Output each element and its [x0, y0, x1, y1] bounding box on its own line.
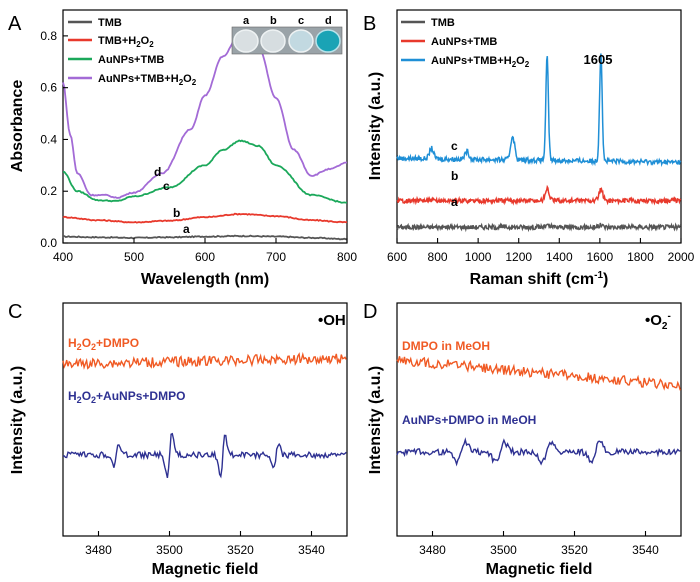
legend-b-label-aunps-tmb-h2o2: AuNPs+TMB+H2O2	[431, 55, 530, 69]
panel-b: 600 800 1000 1200 1400 1600 1800 2000 TMB AuNPs…	[367, 9, 695, 288]
panel-a: 400 500 600 700 800 0.0 0.2 0.4 0.6 0.8 TMB TMB+H…	[9, 9, 357, 288]
x-tick-label-d: 3500	[490, 543, 517, 557]
series-line-aunps-tmb-h2o2	[62, 30, 348, 199]
inset-well-b	[260, 29, 286, 53]
panel-d-ylabel: Intensity (a.u.)	[367, 366, 384, 474]
legend-label-aunps-tmb: AuNPs+TMB	[98, 54, 164, 66]
panel-letter-b: B	[363, 13, 376, 35]
x-tick-label-b: 1200	[505, 250, 532, 264]
inset-well-d	[315, 29, 341, 53]
y-tick-label-a: 0.0	[40, 236, 57, 250]
peak-annotation-1605: 1605	[584, 52, 613, 67]
panel-letter-c: C	[8, 301, 22, 323]
y-tick-label-a: 0.8	[40, 29, 57, 43]
x-tick-label-b: 2000	[668, 250, 695, 264]
panel-d-title: •O2-	[645, 311, 671, 332]
panel-c-ylabel: Intensity (a.u.)	[9, 366, 26, 474]
x-tick-label-a: 600	[195, 250, 215, 264]
x-tick-label-c: 3480	[85, 543, 112, 557]
x-tick-label-a: 800	[337, 250, 357, 264]
inset-photo: a b c d	[231, 15, 343, 55]
inset-label-c: c	[298, 15, 304, 27]
curve-b-label-c: c	[451, 139, 458, 153]
panel-c-title: •OH	[318, 312, 346, 329]
panel-a-xlabel: Wavelength (nm)	[141, 271, 269, 288]
raman-line-aunps-tmb-h2o2	[396, 53, 682, 168]
panel-d: 3480 3500 3520 3540 •O2- DMPO in MeOH AuNPs…	[367, 302, 682, 578]
panel-letter-d: D	[363, 301, 377, 323]
series-line-aunps-tmb	[62, 139, 348, 204]
legend-b-label-tmb: TMB	[431, 17, 455, 29]
panel-c-label-h2o2-aunps-dmpo: H2O2+AuNPs+DMPO	[68, 389, 185, 405]
x-tick-label-b: 600	[387, 250, 407, 264]
series-line-tmb	[63, 234, 348, 241]
raman-line-tmb	[396, 221, 682, 233]
legend-label-aunps-tmb-h2o2: AuNPs+TMB+H2O2	[98, 73, 197, 87]
x-tick-label-d: 3520	[561, 543, 588, 557]
inset-well-a	[233, 29, 259, 53]
panel-b-frame	[396, 9, 682, 244]
panel-d-label-aunps-dmpo-meoh: AuNPs+DMPO in MeOH	[402, 413, 536, 427]
panel-c-label-h2o2-dmpo: H2O2+DMPO	[68, 336, 139, 352]
curve-label-a: a	[183, 222, 190, 236]
inset-label-a: a	[243, 15, 250, 27]
raman-line-aunps-tmb	[396, 184, 682, 206]
series-line-tmb-h2o2	[62, 212, 348, 224]
panel-c: 3480 3500 3520 3540 •OH H2O2+DMPO H2O2+AuNP…	[9, 302, 348, 578]
x-tick-label-d: 3480	[419, 543, 446, 557]
panel-a-ylabel: Absorbance	[9, 80, 26, 173]
x-tick-label-c: 3500	[156, 543, 183, 557]
panel-d-xlabel: Magnetic field	[486, 561, 593, 578]
panel-b-ylabel: Intensity (a.u.)	[367, 72, 384, 180]
curve-b-label-b: b	[451, 169, 458, 183]
x-tick-label-a: 700	[266, 250, 286, 264]
inset-label-b: b	[270, 15, 277, 27]
panel-b-legend: TMB AuNPs+TMB AuNPs+TMB+H2O2	[401, 17, 530, 69]
curve-label-c: c	[163, 179, 170, 193]
x-tick-label-b: 1600	[587, 250, 614, 264]
x-tick-label-b: 1400	[546, 250, 573, 264]
curve-label-b: b	[173, 206, 180, 220]
epr-line-h2o2-dmpo	[62, 351, 347, 370]
x-tick-label-d: 3540	[632, 543, 659, 557]
epr-line-aunps-dmpo-in-meoh	[396, 437, 681, 467]
panel-d-frame	[396, 302, 682, 537]
curve-label-d: d	[154, 165, 161, 179]
panel-a-legend: TMB TMB+H2O2 AuNPs+TMB AuNPs+TMB+H2O2	[68, 17, 197, 87]
panel-letter-a: A	[8, 13, 22, 35]
x-tick-label-c: 3540	[298, 543, 325, 557]
x-tick-label-b: 1800	[627, 250, 654, 264]
curve-b-label-a: a	[451, 195, 458, 209]
inset-well-c	[288, 29, 314, 53]
x-tick-label-c: 3520	[227, 543, 254, 557]
panel-c-xlabel: Magnetic field	[152, 561, 259, 578]
y-tick-label-a: 0.4	[40, 132, 57, 146]
epr-line-h2o2-aunps-dmpo	[62, 432, 347, 479]
inset-label-d: d	[325, 15, 332, 27]
panel-d-label-dmpo-meoh: DMPO in MeOH	[402, 339, 490, 353]
x-tick-label-a: 500	[124, 250, 144, 264]
y-tick-label-a: 0.6	[40, 81, 57, 95]
y-tick-label-a: 0.2	[40, 184, 57, 198]
legend-b-label-aunps-tmb: AuNPs+TMB	[431, 36, 497, 48]
epr-line-dmpo-in-meoh	[396, 356, 681, 391]
x-tick-label-b: 800	[428, 250, 448, 264]
legend-label-tmb-h2o2: TMB+H2O2	[98, 35, 154, 49]
panel-c-frame	[62, 302, 348, 537]
x-tick-label-a: 400	[53, 250, 73, 264]
legend-label-tmb: TMB	[98, 17, 122, 29]
panel-b-xlabel: Raman shift (cm-1)	[470, 270, 609, 288]
x-tick-label-b: 1000	[465, 250, 492, 264]
